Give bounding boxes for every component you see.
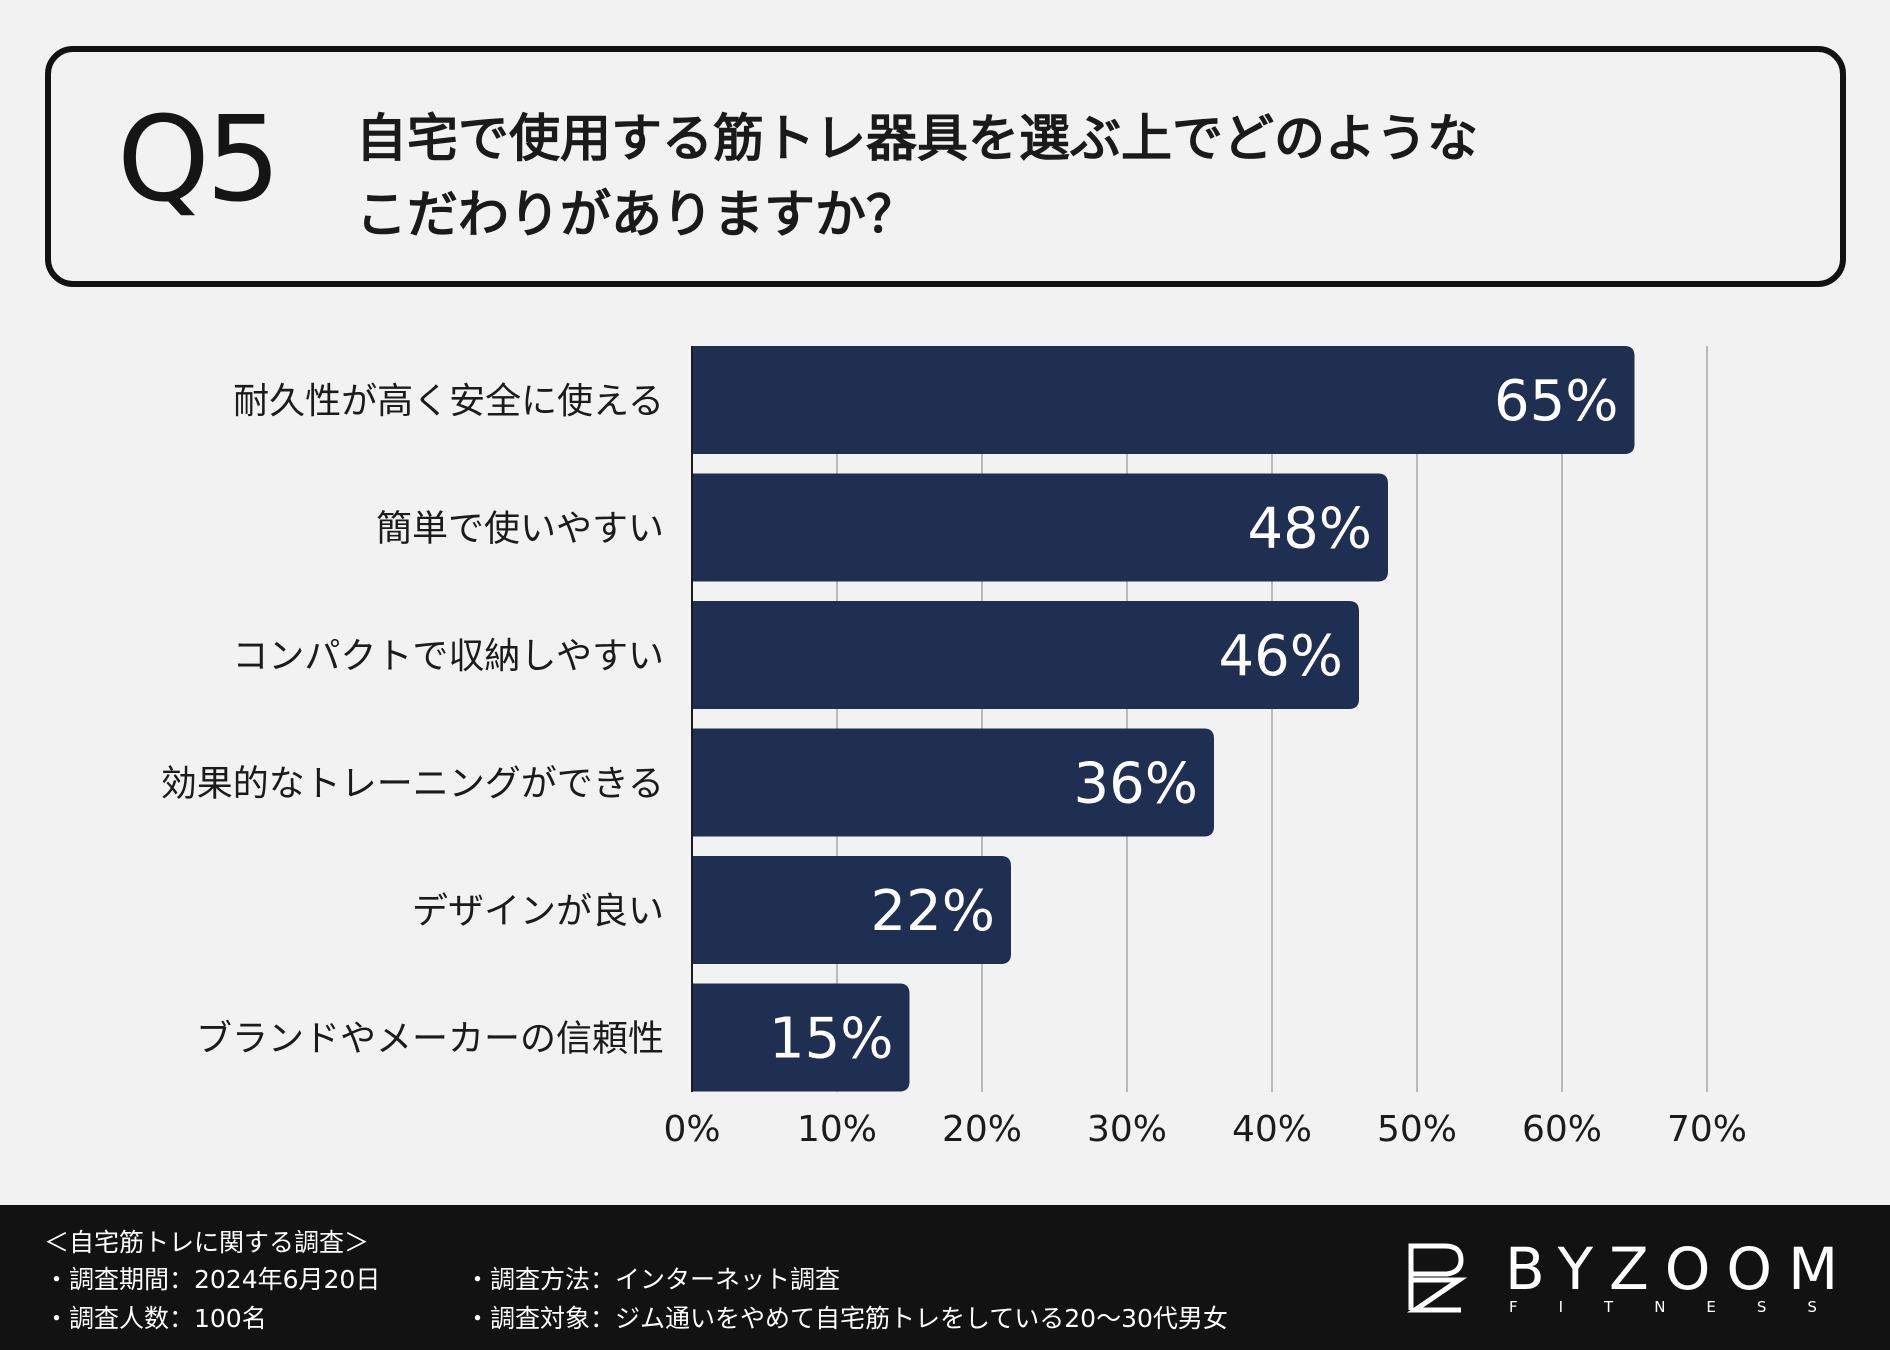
x-tick-label-60: 60% xyxy=(1522,1109,1602,1150)
chart-svg: 65% 耐久性が高く安全に使える 48% 簡単で使いやすい 46% コンパクトで収納しやす… xyxy=(161,346,1747,1150)
category-label-1: 耐久性が高く安全に使える xyxy=(233,381,664,422)
bar-value-label-1: 65% xyxy=(1494,369,1618,434)
survey-method: ・調査方法：インターネット調査 xyxy=(465,1265,841,1294)
logo-mark-icon xyxy=(1406,1243,1467,1313)
bar-value-label-3: 46% xyxy=(1219,624,1343,689)
question-line-1: 自宅で使用する筋トレ器具を選ぶ上でどのような xyxy=(356,110,1479,169)
x-tick-label-50: 50% xyxy=(1377,1109,1457,1150)
x-tick-label-70: 70% xyxy=(1667,1109,1747,1150)
question-line-2: こだわりがありますか？ xyxy=(356,186,918,245)
category-label-5: デザインが良い xyxy=(412,891,664,932)
question-number: Q5 xyxy=(117,90,281,228)
footer: ＜自宅筋トレに関する調査＞ ・調査期間：2024年6月20日 ・調査人数：100… xyxy=(0,1205,1890,1350)
bar-value-label-2: 48% xyxy=(1248,497,1372,562)
bar-5 xyxy=(692,856,1011,964)
survey-period: ・調査期間：2024年6月20日 xyxy=(44,1265,381,1294)
bar-1 xyxy=(692,346,1635,454)
survey-info-left: ・調査期間：2024年6月20日 ・調査人数：100名 xyxy=(44,1260,380,1338)
x-tick-label-20: 20% xyxy=(942,1109,1022,1150)
question-box: Q5 自宅で使用する筋トレ器具を選ぶ上でどのような こだわりがありますか？ xyxy=(45,46,1846,287)
x-tick-label-40: 40% xyxy=(1232,1109,1312,1150)
survey-target: ・調査対象：ジム通いをやめて自宅筋トレをしている20〜30代男女 xyxy=(465,1304,1228,1333)
logo-wordmark: BYZOOM xyxy=(1505,1235,1855,1303)
bar-3 xyxy=(692,601,1359,709)
survey-title: ＜自宅筋トレに関する調査＞ xyxy=(44,1228,370,1257)
category-label-6: ブランドやメーカーの信頼性 xyxy=(196,1019,664,1060)
byzoom-logo: BYZOOM FITNESS xyxy=(1405,1240,1855,1320)
bar-2 xyxy=(692,473,1388,582)
category-label-4: 効果的なトレーニングができる xyxy=(161,764,664,805)
bar-6 xyxy=(692,983,910,1092)
survey-info-right: ・調査方法：インターネット調査 ・調査対象：ジム通いをやめて自宅筋トレをしている… xyxy=(465,1260,1228,1338)
bar-chart: 65% 耐久性が高く安全に使える 48% 簡単で使いやすい 46% コンパクトで収納しやす… xyxy=(161,346,1747,1150)
bar-value-label-4: 36% xyxy=(1074,752,1198,817)
x-tick-label-10: 10% xyxy=(797,1109,877,1150)
category-label-3: コンパクトで収納しやすい xyxy=(232,636,664,677)
survey-count: ・調査人数：100名 xyxy=(44,1304,267,1333)
bar-value-label-6: 15% xyxy=(769,1007,893,1072)
x-tick-label-0: 0% xyxy=(663,1109,720,1150)
question-text: 自宅で使用する筋トレ器具を選ぶ上でどのような こだわりがありますか？ xyxy=(356,102,1806,254)
bar-4 xyxy=(692,728,1214,837)
logo-subtitle: FITNESS xyxy=(1509,1298,1858,1316)
bar-value-label-5: 22% xyxy=(871,879,995,944)
x-tick-label-30: 30% xyxy=(1087,1109,1167,1150)
category-label-2: 簡単で使いやすい xyxy=(376,509,664,550)
